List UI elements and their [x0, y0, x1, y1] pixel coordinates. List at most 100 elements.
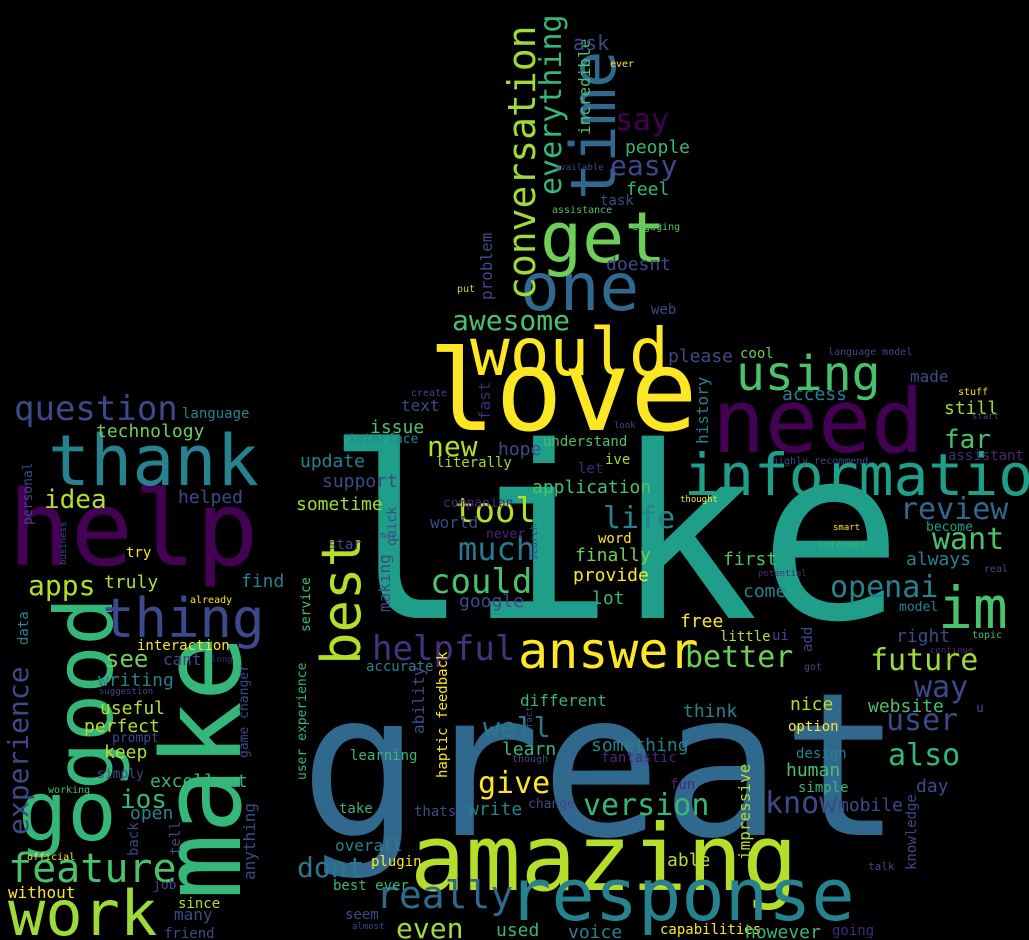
word-literally: literally [436, 455, 512, 471]
word-since: since [178, 896, 220, 912]
word-seem: seem [345, 907, 379, 923]
word-thought: thought [680, 495, 718, 505]
word-would: would [470, 314, 669, 391]
word-fun: fun [670, 777, 695, 793]
word-fact: fact [525, 706, 535, 728]
word-always: always [906, 549, 971, 570]
word-cool: cool [740, 346, 774, 362]
word-business: business [59, 522, 69, 565]
word-however: however [745, 922, 821, 940]
word-service: service [299, 577, 314, 632]
word-assistance: assistance [552, 205, 612, 216]
word-learn: learn [502, 739, 556, 760]
word-mobile: mobile [838, 795, 903, 816]
word-human: human [786, 760, 840, 781]
word-impressive: impressive [735, 764, 754, 860]
word-let: let [578, 461, 603, 477]
word-future: future [870, 643, 978, 678]
word-used: used [496, 920, 539, 940]
word-come: come [743, 581, 786, 602]
word-helpful: helpful [372, 629, 515, 669]
word-good: good [38, 597, 131, 790]
word-openai: openai [830, 570, 938, 605]
word-may: may [380, 531, 397, 541]
word-want: want [932, 522, 1004, 557]
word-help: help [8, 468, 258, 590]
word-truly: truly [104, 572, 158, 593]
word-thats: thats [414, 804, 456, 820]
word-useful: useful [100, 698, 165, 719]
word-talk: talk [868, 860, 895, 873]
word-sometime: sometime [296, 494, 383, 515]
word-day: day [916, 776, 949, 797]
word-well: well [483, 711, 550, 744]
word-become: become [926, 520, 973, 535]
word-like: like [325, 395, 903, 675]
word-engaging: engaging [632, 222, 680, 233]
word-awesome: awesome [452, 304, 570, 337]
word-accurate: accurate [366, 659, 433, 675]
word-something: something [591, 735, 689, 756]
word-say: say [615, 103, 669, 138]
word-potential: potential [758, 569, 807, 579]
word-way: way [914, 670, 968, 705]
word-application: application [532, 477, 651, 498]
word-option: option [788, 719, 839, 735]
word-different: different [520, 691, 607, 710]
word-language: language [182, 406, 249, 422]
word-assistant: assistant [948, 448, 1024, 464]
word-nice: nice [790, 694, 833, 715]
word-thing: thing [102, 587, 265, 650]
word-first: first [723, 549, 777, 570]
word-learning: learning [350, 748, 417, 764]
word-excellent: excellent [150, 771, 248, 792]
word-little: little [720, 629, 771, 645]
word-conversation: conversation [500, 25, 544, 300]
word-almost: almost [352, 922, 385, 932]
word-ever: ever [610, 59, 634, 70]
word-even: even [396, 912, 463, 940]
word-far: far [944, 425, 991, 455]
word-support: support [322, 471, 398, 492]
word-know: know [765, 786, 838, 821]
word-prompt: prompt [112, 731, 159, 746]
word-game-changer: game changer [237, 664, 252, 758]
word-data: data [16, 611, 32, 645]
word-topic: topic [972, 630, 1002, 641]
word-already: already [190, 595, 232, 606]
word-ui: ui [772, 628, 789, 644]
word-feature: feature [8, 846, 177, 892]
word-write: write [468, 799, 522, 820]
word-great: great [300, 650, 902, 883]
word-able: able [667, 850, 710, 871]
word-working: working [48, 785, 90, 796]
word-much: much [458, 530, 535, 568]
word-work: work [8, 877, 157, 940]
word-best: best [310, 535, 373, 665]
word-ive: ive [605, 452, 630, 468]
word-see: see [105, 645, 148, 673]
word-best-ever: best ever [333, 878, 409, 894]
word-need: need [712, 370, 924, 473]
word-world: world [430, 513, 478, 532]
word-review: review [900, 492, 1009, 527]
word-friend: friend [164, 926, 215, 940]
word-web: web [651, 302, 676, 318]
word-user-experience: user experience [295, 662, 310, 780]
word-give: give [478, 766, 550, 801]
word-writing: writing [98, 670, 174, 691]
word-highly-recommend: highly recommend [772, 456, 868, 467]
word-right: right [896, 626, 950, 647]
word-update: update [300, 451, 365, 472]
word-new: new [427, 430, 478, 463]
word-keep: keep [104, 742, 147, 763]
word-time: time [557, 51, 630, 200]
word-doesnt: doesnt [606, 254, 671, 275]
word-going: going [832, 923, 874, 939]
word-without: without [8, 883, 75, 902]
word-life: life [603, 501, 675, 536]
word-really: really [376, 873, 513, 917]
word-making: making [375, 554, 394, 612]
word-change: change [528, 797, 575, 812]
